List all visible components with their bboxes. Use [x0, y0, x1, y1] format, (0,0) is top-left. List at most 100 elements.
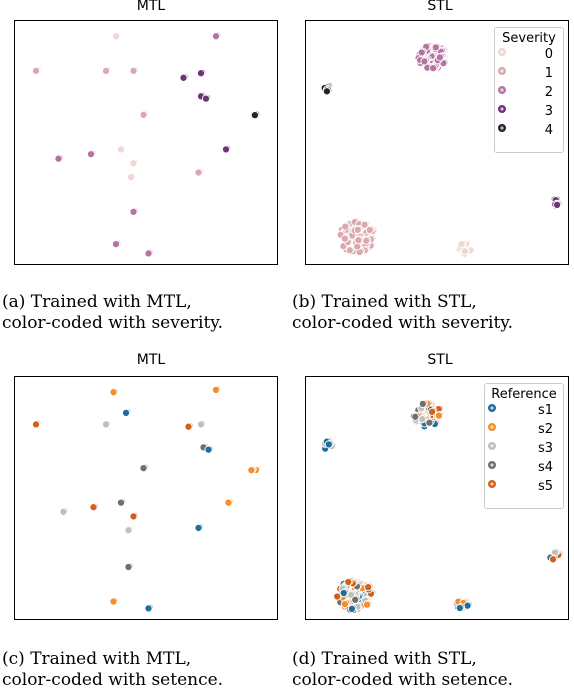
caption-a: (a) Trained with MTL, color-coded with s…	[2, 292, 223, 334]
legend-item: 3	[495, 103, 563, 122]
scatter-point	[31, 420, 41, 429]
scatter-point	[211, 32, 221, 41]
scatter-point	[322, 87, 331, 96]
caption-b: (b) Trained with STL, color-coded with s…	[292, 292, 513, 334]
caption-d: (d) Trained with STL, color-coded with s…	[292, 649, 513, 691]
scatter-point	[54, 154, 63, 163]
legend-swatch	[497, 66, 507, 76]
scatter-a	[31, 31, 261, 258]
legend-label: s1	[537, 403, 553, 418]
scatter-point	[362, 236, 371, 245]
scatter-point	[116, 145, 126, 154]
scatter-point	[129, 207, 138, 216]
legend-marker-dot	[500, 50, 504, 54]
legend-label: 1	[544, 66, 553, 81]
scatter-point	[418, 399, 427, 408]
scatter-point	[129, 159, 138, 168]
legend-item: 0	[495, 46, 563, 65]
scatter-point	[116, 498, 126, 507]
legend-label: 4	[544, 123, 553, 138]
legend-marker-dot	[500, 126, 504, 130]
legend-swatch	[497, 47, 507, 57]
scatter-point	[339, 588, 348, 598]
scatter-point	[124, 562, 133, 572]
scatter-point	[111, 32, 121, 41]
scatter-point	[101, 66, 111, 75]
scatter-point	[411, 412, 420, 421]
scatter-point	[429, 64, 438, 73]
scatter-point	[351, 595, 360, 604]
scatter-point	[418, 415, 427, 424]
plot-title: MTL	[136, 0, 166, 14]
legend-marker-dot	[490, 425, 494, 429]
legend-label: 3	[544, 104, 553, 119]
scatter-point	[196, 69, 206, 78]
scatter-point	[109, 388, 118, 397]
scatter-point	[89, 503, 98, 512]
legend-severity: Severity 0 1 2 3 4	[494, 27, 564, 153]
scatter-point	[353, 225, 362, 234]
legend-marker-dot	[490, 444, 494, 448]
scatter-point	[435, 53, 444, 62]
scatter-point	[211, 385, 221, 394]
caption-c: (c) Trained with MTL, color-coded with s…	[2, 649, 223, 691]
caption-line-1: (c) Trained with MTL,	[2, 649, 192, 669]
scatter-point	[129, 66, 138, 75]
plot-area-b: Severity 0 1 2 3 4	[305, 20, 569, 265]
scatter-point	[221, 145, 231, 154]
legend-marker-dot	[490, 463, 494, 467]
caption-line-1: (a) Trained with MTL,	[2, 292, 192, 312]
caption-line-2: color-coded with severity.	[2, 313, 224, 333]
scatter-point	[333, 592, 342, 601]
legend-swatch	[487, 441, 497, 451]
plot-title: STL	[427, 352, 453, 368]
caption-line-2: color-coded with setence.	[2, 670, 224, 690]
scatter-point	[431, 43, 440, 52]
legend-title: Severity	[502, 31, 556, 46]
legend-label: 0	[544, 47, 553, 62]
scatter-point	[204, 445, 213, 454]
scatter-point	[126, 173, 136, 182]
scatter-point	[460, 247, 469, 256]
legend-item: s4	[485, 459, 563, 478]
legend-swatch	[497, 123, 507, 133]
plot-area-c	[14, 376, 278, 620]
scatter-c	[31, 385, 262, 613]
legend-item: s1	[485, 402, 563, 421]
legend-swatch	[487, 460, 497, 470]
scatter-point	[101, 420, 111, 429]
scatter-point	[247, 466, 256, 475]
plot-title: MTL	[136, 352, 166, 368]
legend-item: 4	[495, 122, 563, 141]
scatter-point	[364, 583, 373, 592]
scatter-point	[179, 73, 188, 82]
scatter-point	[144, 604, 153, 613]
legend-reference: Reference s1 s2 s3 s4 s5	[484, 383, 564, 509]
scatter-b	[320, 41, 563, 258]
legend-item: s5	[485, 478, 563, 497]
scatter-point	[109, 597, 118, 606]
caption-line-2: color-coded with setence.	[292, 670, 514, 690]
scatter-point	[196, 420, 206, 429]
scatter-point	[340, 600, 349, 609]
scatter-point	[324, 440, 333, 449]
legend-swatch	[497, 85, 507, 95]
legend-item: 1	[495, 65, 563, 84]
scatter-point	[340, 234, 349, 243]
scatter-point	[548, 555, 558, 564]
panel-b: STL Severity 0 1 2 3 4 (b) Trained with STL,…	[290, 0, 574, 345]
panel-c: MTL (c) Trained with MTL, color-coded wi…	[0, 352, 290, 692]
scatter-point	[250, 111, 259, 120]
scatter-point	[341, 222, 350, 231]
caption-line-2: color-coded with severity.	[292, 313, 514, 333]
legend-swatch	[497, 104, 507, 114]
scatter-point	[365, 225, 374, 234]
legend-entries: s1 s2 s3 s4 s5	[485, 402, 563, 497]
scatter-point	[139, 464, 148, 473]
panel-a: MTL (a) Trained with MTL, color-coded wi…	[0, 0, 290, 345]
scatter-point	[434, 411, 443, 420]
scatter-point	[59, 507, 68, 516]
legend-entries: 0 1 2 3 4	[495, 46, 563, 141]
scatter-point	[129, 512, 138, 521]
scatter-point	[354, 236, 363, 245]
